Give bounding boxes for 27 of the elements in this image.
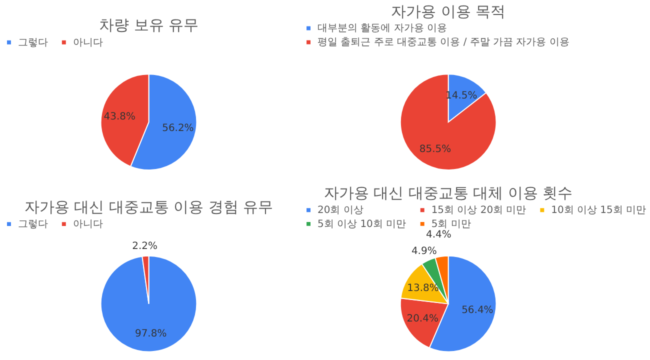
data-label: 97.8% <box>134 328 167 340</box>
legend-label: 대부분의 활동에 자가용 이용 <box>318 23 448 34</box>
pie-slice <box>400 74 497 170</box>
legend-label: 15회 이상 20회 미만 <box>431 205 526 216</box>
chart-title: 차량 보유 유무 <box>99 16 199 34</box>
legend-label: 아니다 <box>72 37 103 48</box>
legend-label: 20회 이상 <box>318 205 364 216</box>
data-label: 4.4% <box>426 230 452 241</box>
data-label: 43.8% <box>104 111 136 122</box>
legend-label: 그렇다 <box>18 37 48 48</box>
data-label: 85.5% <box>419 144 452 155</box>
legend-label: 그렇다 <box>18 219 48 230</box>
chart-title: 자가용 이용 목적 <box>391 2 506 20</box>
legend-label: 아니다 <box>72 219 103 230</box>
data-label: 2.2% <box>132 241 158 252</box>
data-label: 4.9% <box>411 246 437 258</box>
pie-slice <box>100 255 198 352</box>
data-label: 56.4% <box>462 304 494 316</box>
legend-label: 5회 미만 <box>431 218 471 230</box>
chart-title: 자가용 대신 대중교통 대체 이용 횟수 <box>324 184 573 202</box>
legend-label: 5회 이상 10회 미만 <box>318 218 406 230</box>
chart-title: 자가용 대신 대중교통 이용 경험 유무 <box>24 198 274 216</box>
legend-label: 평일 출퇴근 주로 대중교통 이용 / 주말 가끔 자가용 이용 <box>318 37 570 48</box>
legend-label: 10회 이상 15회 미만 <box>551 205 646 216</box>
data-label: 13.8% <box>407 283 439 294</box>
data-label: 56.2% <box>162 122 194 134</box>
data-label: 20.4% <box>406 314 438 325</box>
